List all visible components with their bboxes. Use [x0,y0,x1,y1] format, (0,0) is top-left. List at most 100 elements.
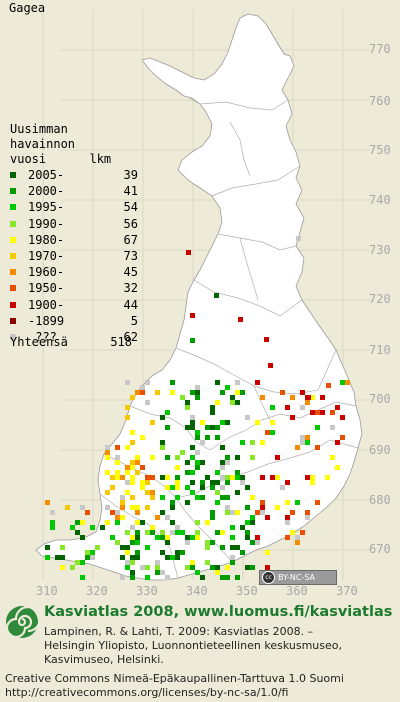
occurrence-square [195,465,200,470]
occurrence-square [140,565,145,570]
legend-swatch [10,333,16,340]
occurrence-square [225,460,230,465]
occurrence-square [300,530,305,535]
occurrence-square [145,380,150,385]
occurrence-square [185,425,190,430]
occurrence-square [110,535,115,540]
occurrence-square [320,395,325,400]
occurrence-square [130,525,135,530]
occurrence-square [150,490,155,495]
occurrence-square [175,475,180,480]
finland-outline [35,13,363,581]
occurrence-square [135,470,140,475]
occurrence-square [105,450,110,455]
occurrence-square [125,530,130,535]
occurrence-square [215,530,220,535]
occurrence-square [205,560,210,565]
occurrence-square [230,510,235,515]
occurrence-square [200,420,205,425]
occurrence-square [215,490,220,495]
occurrence-square [245,565,250,570]
occurrence-square [200,495,205,500]
occurrence-square [50,520,55,525]
occurrence-square [265,550,270,555]
legend-count: 44 [123,297,138,312]
occurrence-square [125,560,130,565]
occurrence-square [190,415,195,420]
occurrence-square [115,510,120,515]
occurrence-square [190,490,195,495]
occurrence-square [175,550,180,555]
occurrence-square [165,475,170,480]
occurrence-square [190,470,195,475]
occurrence-square [185,460,190,465]
legend-count: 56 [123,216,138,231]
occurrence-square [130,570,135,575]
occurrence-square [145,575,150,580]
occurrence-square [235,490,240,495]
occurrence-square [260,475,265,480]
occurrence-square [125,565,130,570]
occurrence-square [250,540,255,545]
occurrence-square [205,475,210,480]
occurrence-square [80,505,85,510]
occurrence-square [235,390,240,395]
occurrence-square [115,445,120,450]
occurrence-square [115,460,120,465]
legend-swatch [10,252,16,259]
occurrence-square [190,390,195,395]
occurrence-square [195,460,200,465]
legend-label: -1899 [28,313,65,328]
occurrence-square [140,385,145,390]
occurrence-square [80,535,85,540]
occurrence-square [315,425,320,430]
occurrence-square [335,405,340,410]
occurrence-square [195,430,200,435]
occurrence-square [335,440,340,445]
occurrence-square [135,510,140,515]
occurrence-square [260,440,265,445]
occurrence-square [170,555,175,560]
cc-license-badge[interactable]: cc BY-NC-SA [259,570,337,585]
occurrence-square [145,475,150,480]
occurrence-square [315,445,320,450]
occurrence-square [135,505,140,510]
occurrence-square [125,415,130,420]
occurrence-square [220,495,225,500]
occurrence-square [115,540,120,545]
occurrence-square [330,410,335,415]
occurrence-square [160,495,165,500]
legend-header-line: havainnon [10,137,76,151]
legend-label: 1900- [28,297,65,312]
occurrence-square [160,415,165,420]
occurrence-square [95,545,100,550]
occurrence-square [190,420,195,425]
occurrence-square [245,530,250,535]
occurrence-square [105,505,110,510]
occurrence-square [105,445,110,450]
occurrence-square [170,520,175,525]
occurrence-square [295,540,300,545]
occurrence-square [205,540,210,545]
legend-total-label: Yhteensä [10,335,68,349]
license-url[interactable]: http://creativecommons.org/licenses/by-n… [5,686,289,699]
occurrence-square [330,425,335,430]
occurrence-square [195,390,200,395]
occurrence-square [230,555,235,560]
occurrence-square [50,510,55,515]
occurrence-square [306,395,311,400]
occurrence-square [135,535,140,540]
occurrence-square [70,525,75,530]
occurrence-square [230,475,235,480]
occurrence-square [130,505,135,510]
occurrence-square [190,535,195,540]
occurrence-square [145,530,150,535]
occurrence-square [285,535,290,540]
occurrence-square [185,500,190,505]
legend-header-line: vuosi lkm [10,152,112,166]
occurrence-square [255,535,260,540]
occurrence-square [305,515,310,520]
occurrence-square [190,455,195,460]
occurrence-square [225,480,230,485]
occurrence-square [195,435,200,440]
